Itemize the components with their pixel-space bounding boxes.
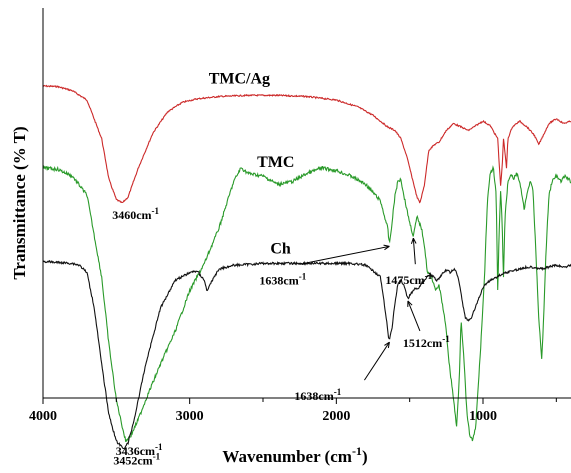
x-tick-label-1000: 1000 (469, 409, 497, 424)
annotation-1475cm-tmc-arrow (412, 238, 416, 265)
annotation-1638cm-ch-arrowhead (384, 341, 390, 349)
series-label-ch: Ch (270, 240, 291, 257)
annotation-3460cm-tmc-ag: 3460cm-1 (112, 206, 159, 222)
axes: 4000 3000 2000 1000 Wavenumber (cm-1) Transmi… (10, 8, 571, 466)
x-axis-label: Wavenumber (cm-1) (222, 444, 367, 466)
series-line-tmc-ag (42, 84, 571, 204)
x-tick-label-4000: 4000 (29, 409, 57, 424)
annotations: TMC/Ag TMC Ch 3460cm-1 3436cm-1 1638cm-1 1475c… (112, 71, 450, 468)
series-line-ch (42, 259, 571, 450)
annotation-1638cm-tmc-arrow (299, 245, 390, 265)
series-label-tmc-ag: TMC/Ag (209, 71, 270, 88)
series-label-tmc: TMC (257, 154, 294, 171)
annotation-1475cm-tmc: 1475cm-1 (385, 271, 432, 287)
annotation-1512cm-ch-arrowhead (407, 300, 413, 307)
annotation-3436cm-tmc: 3436cm-1 (116, 442, 163, 458)
series-group (42, 84, 571, 450)
series-line-tmc (42, 164, 571, 442)
annotation-1638cm-tmc: 1638cm-1 (259, 271, 306, 287)
x-tick-label-2000: 2000 (322, 409, 350, 424)
annotation-1638cm-ch-arrow (364, 341, 390, 381)
annotation-3452cm-ch: 3452cm-1 (113, 452, 160, 468)
annotation-1638cm-ch: 1638cm-1 (294, 387, 341, 403)
annotation-1475cm-tmc-arrowhead (410, 237, 417, 244)
annotation-1512cm-ch: 1512cm-1 (403, 334, 450, 350)
annotation-1638cm-tmc-arrowhead (383, 244, 390, 251)
annotation-1512cm-ch-arrow (407, 300, 421, 332)
y-axis-label: Transmittance (% T) (10, 126, 29, 279)
x-tick-label-3000: 3000 (176, 409, 204, 424)
